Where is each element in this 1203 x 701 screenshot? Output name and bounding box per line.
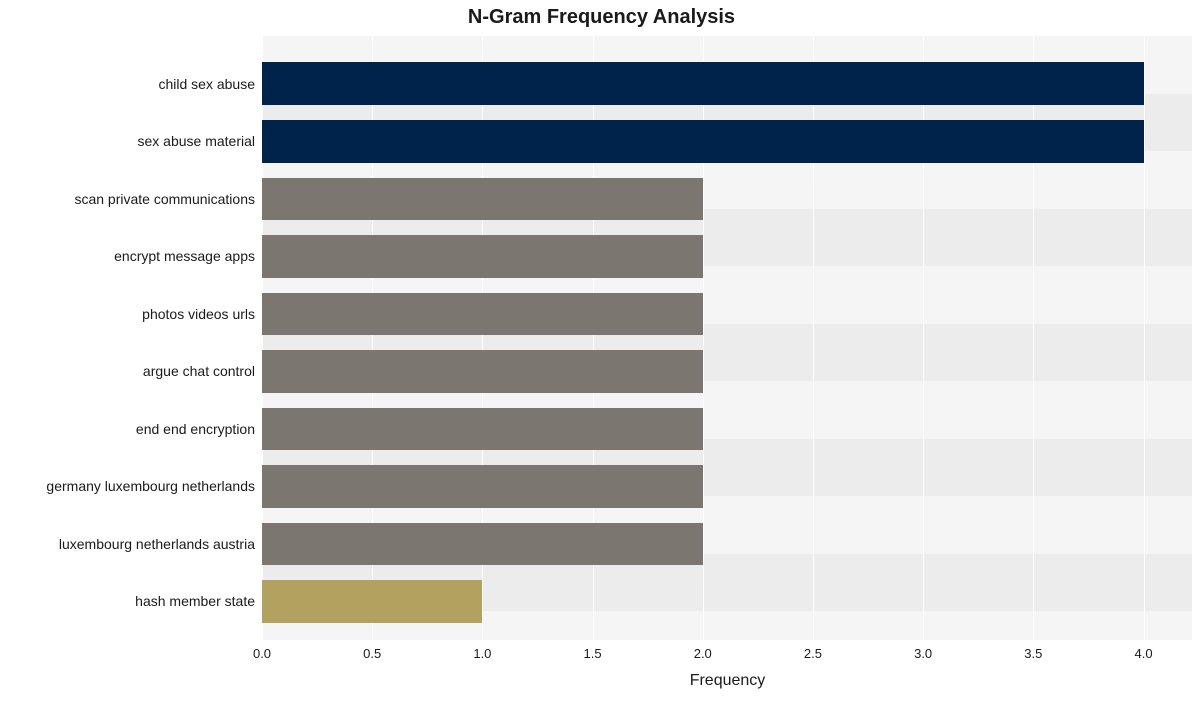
x-tick-label: 4.0 bbox=[1134, 646, 1152, 661]
x-tick-label: 2.5 bbox=[804, 646, 822, 661]
x-tick-label: 3.0 bbox=[914, 646, 932, 661]
x-tick-label: 2.0 bbox=[694, 646, 712, 661]
y-tick-label: child sex abuse bbox=[3, 77, 255, 91]
bar bbox=[262, 235, 703, 278]
bar bbox=[262, 523, 703, 566]
bar bbox=[262, 580, 482, 623]
y-tick-label: germany luxembourg netherlands bbox=[3, 479, 255, 493]
x-tick-label: 1.5 bbox=[584, 646, 602, 661]
x-tick-label: 3.5 bbox=[1024, 646, 1042, 661]
ngram-frequency-chart: N-Gram Frequency Analysis Frequency chil… bbox=[0, 0, 1203, 701]
y-tick-label: end end encryption bbox=[3, 422, 255, 436]
y-tick-label: scan private communications bbox=[3, 192, 255, 206]
x-tick-label: 1.0 bbox=[473, 646, 491, 661]
bar bbox=[262, 408, 703, 451]
plot-area bbox=[262, 36, 1192, 640]
y-tick-label: sex abuse material bbox=[3, 134, 255, 148]
y-tick-label: argue chat control bbox=[3, 364, 255, 378]
bar bbox=[262, 465, 703, 508]
x-tick-label: 0.0 bbox=[253, 646, 271, 661]
x-tick-label: 0.5 bbox=[363, 646, 381, 661]
y-tick-label: hash member state bbox=[3, 594, 255, 608]
x-axis-label: Frequency bbox=[126, 672, 1203, 690]
y-tick-label: photos videos urls bbox=[3, 307, 255, 321]
bar bbox=[262, 293, 703, 336]
gridline bbox=[1144, 36, 1145, 640]
bar bbox=[262, 120, 1144, 163]
bar bbox=[262, 62, 1144, 105]
chart-title: N-Gram Frequency Analysis bbox=[0, 6, 1203, 29]
bar bbox=[262, 178, 703, 221]
y-tick-label: luxembourg netherlands austria bbox=[3, 537, 255, 551]
y-tick-label: encrypt message apps bbox=[3, 249, 255, 263]
bar bbox=[262, 350, 703, 393]
